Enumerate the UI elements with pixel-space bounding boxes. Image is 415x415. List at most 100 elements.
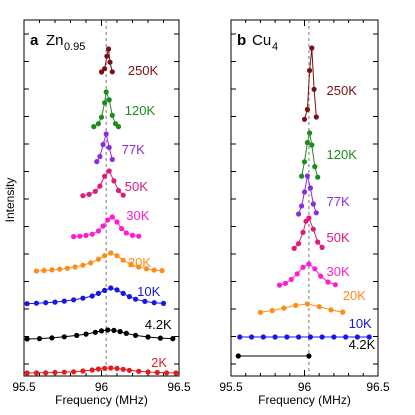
series-label: 77K bbox=[327, 194, 350, 209]
data-point bbox=[61, 334, 67, 340]
series-label: 77K bbox=[122, 142, 145, 157]
data-point bbox=[49, 267, 55, 273]
data-point bbox=[145, 334, 151, 340]
data-point bbox=[102, 253, 108, 259]
data-point bbox=[33, 268, 40, 274]
panel-a-letter: a bbox=[30, 32, 39, 49]
data-point bbox=[312, 266, 318, 272]
data-point bbox=[136, 368, 142, 374]
data-point bbox=[249, 334, 255, 340]
data-point bbox=[41, 267, 47, 274]
data-point bbox=[151, 300, 157, 306]
data-point bbox=[83, 331, 89, 337]
data-point bbox=[309, 142, 315, 148]
data-point bbox=[160, 300, 167, 306]
data-point bbox=[49, 335, 55, 341]
data-point bbox=[311, 86, 317, 92]
data-point bbox=[313, 114, 319, 120]
panel-a-ticks bbox=[23, 20, 180, 376]
data-point bbox=[129, 232, 136, 238]
data-point bbox=[120, 290, 126, 296]
data-point bbox=[126, 367, 132, 373]
data-point bbox=[88, 260, 94, 266]
data-point bbox=[366, 334, 372, 340]
series-120K: 120K bbox=[299, 130, 358, 180]
x-tick-label: 96 bbox=[95, 380, 109, 394]
x-tick-label: 95.5 bbox=[219, 380, 243, 394]
data-point bbox=[80, 193, 86, 199]
data-point bbox=[307, 334, 313, 340]
data-point bbox=[106, 97, 112, 103]
x-tick-label: 96 bbox=[298, 380, 312, 394]
data-point bbox=[117, 329, 123, 335]
data-point bbox=[235, 353, 241, 359]
series-label: 50K bbox=[327, 230, 350, 245]
data-point bbox=[52, 369, 58, 376]
series-label: 250K bbox=[128, 63, 159, 78]
data-point bbox=[299, 203, 305, 209]
data-point bbox=[304, 301, 310, 307]
panel-a-title-main: Zn bbox=[46, 32, 64, 49]
data-point bbox=[97, 183, 103, 189]
data-point bbox=[340, 309, 346, 315]
data-point bbox=[309, 45, 315, 51]
data-point bbox=[109, 214, 115, 220]
series-30K: 30K bbox=[276, 261, 350, 288]
data-point bbox=[95, 228, 101, 234]
data-point bbox=[92, 188, 98, 194]
data-point bbox=[296, 241, 302, 247]
data-point bbox=[164, 370, 170, 376]
data-point bbox=[159, 268, 165, 274]
series-label: 120K bbox=[327, 147, 358, 162]
series-label: 20K bbox=[128, 255, 151, 270]
data-point bbox=[33, 300, 40, 306]
data-point bbox=[157, 335, 163, 341]
data-point bbox=[294, 271, 300, 277]
panel-a-tick-labels: 95.5 96 96.5 bbox=[12, 380, 191, 394]
data-point bbox=[71, 297, 77, 303]
data-point bbox=[74, 332, 80, 338]
data-point bbox=[307, 67, 313, 74]
data-point bbox=[36, 336, 43, 342]
data-point bbox=[61, 298, 67, 304]
data-point bbox=[95, 256, 101, 262]
data-point bbox=[104, 53, 110, 59]
panel-b-letter: b bbox=[237, 32, 246, 49]
data-point bbox=[98, 69, 105, 75]
data-point bbox=[237, 334, 243, 340]
data-point bbox=[301, 159, 308, 165]
data-point bbox=[173, 370, 179, 376]
data-point bbox=[108, 365, 114, 371]
series-label: 4.2K bbox=[349, 337, 376, 352]
data-point bbox=[115, 187, 122, 194]
data-point bbox=[310, 226, 316, 232]
data-point bbox=[293, 302, 299, 308]
data-point bbox=[80, 295, 86, 301]
series-50K: 50K bbox=[80, 168, 148, 199]
data-point bbox=[281, 305, 287, 311]
data-point bbox=[257, 309, 263, 315]
panel-b-tick-labels: 95.5 96 96.5 bbox=[219, 380, 390, 394]
x-tick-label: 95.5 bbox=[12, 380, 36, 394]
data-point bbox=[83, 232, 89, 238]
series-label: 50K bbox=[125, 179, 148, 194]
data-point bbox=[315, 239, 321, 245]
data-point bbox=[71, 369, 77, 375]
data-point bbox=[312, 164, 318, 170]
series-label: 10K bbox=[349, 316, 372, 331]
data-point bbox=[296, 211, 302, 217]
data-point bbox=[61, 369, 67, 375]
data-point bbox=[307, 185, 313, 191]
data-point bbox=[106, 168, 112, 174]
data-point bbox=[102, 173, 108, 179]
data-point bbox=[109, 112, 115, 118]
data-point bbox=[100, 141, 106, 148]
data-point bbox=[133, 296, 139, 302]
data-point bbox=[33, 370, 40, 376]
series-line bbox=[27, 329, 173, 340]
data-point bbox=[102, 365, 108, 371]
data-point bbox=[319, 244, 325, 250]
data-point bbox=[133, 332, 139, 338]
